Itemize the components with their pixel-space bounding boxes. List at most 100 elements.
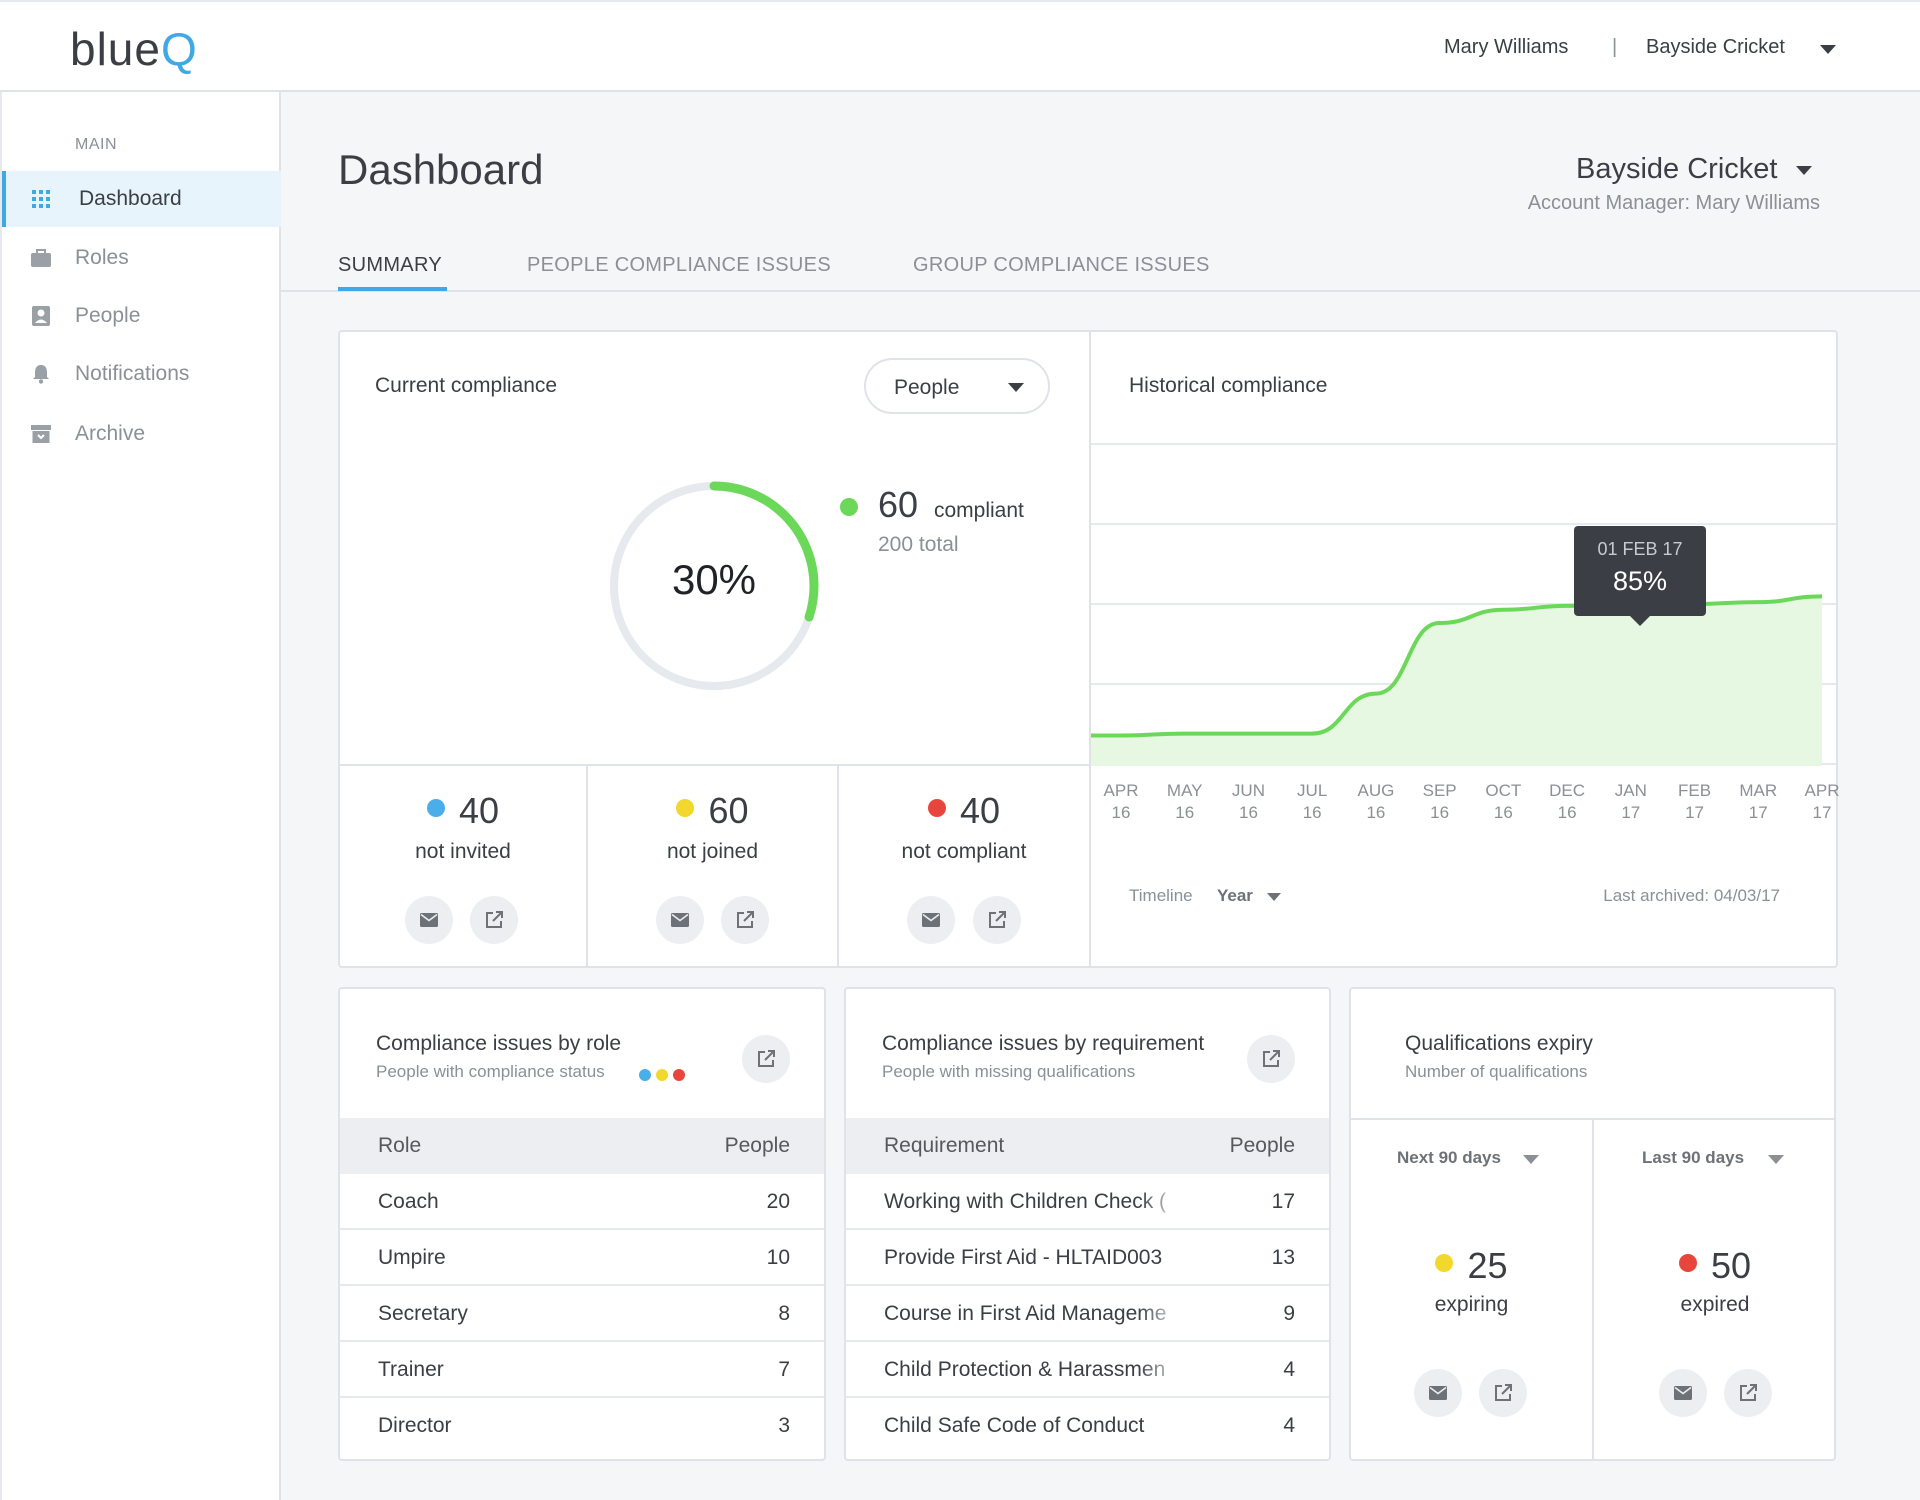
export-button[interactable] [721, 896, 769, 944]
chevron-down-icon[interactable] [1768, 1155, 1784, 1164]
card-subtitle: People with compliance status [376, 1062, 605, 1081]
envelope-icon [671, 913, 689, 927]
export-button[interactable] [1247, 1035, 1295, 1083]
sidebar: MAIN Dashboard Roles People Notification… [0, 92, 281, 1500]
compliance-donut [609, 481, 819, 691]
stat-value: 40 [959, 790, 1001, 831]
card-title: Compliance issues by requirement [882, 1032, 1205, 1055]
row-count: 3 [778, 1414, 790, 1437]
chevron-down-icon[interactable] [1796, 166, 1812, 175]
x-tick-label: OCT 16 [1485, 781, 1522, 822]
export-button[interactable] [973, 896, 1021, 944]
table-row[interactable]: Director 3 [340, 1398, 824, 1454]
x-tick-label: MAR 17 [1739, 781, 1778, 822]
tooltip-date: 01 FEB 17 [1597, 539, 1683, 559]
compliant-count: 60 [878, 484, 919, 525]
sidebar-item-dashboard[interactable]: Dashboard [2, 171, 281, 227]
status-dot [1435, 1254, 1454, 1272]
header-separator: | [1612, 36, 1618, 58]
active-tab-indicator [338, 287, 447, 291]
row-name: Umpire [378, 1246, 446, 1269]
org-switcher[interactable]: Bayside Cricket [1646, 36, 1785, 58]
timeline-dropdown[interactable]: Year [1217, 886, 1253, 905]
historical-chart [1091, 443, 1836, 766]
x-tick-label: FEB 17 [1678, 781, 1712, 822]
table-row[interactable]: Secretary 8 [340, 1286, 824, 1342]
column-header: People [724, 1134, 790, 1157]
export-button[interactable] [742, 1035, 790, 1083]
x-tick-label: JAN 17 [1614, 781, 1647, 822]
table-row[interactable]: Umpire 10 [340, 1230, 824, 1286]
email-button[interactable] [1659, 1369, 1707, 1417]
divider [837, 766, 839, 966]
compliance-percent: 30% [671, 556, 757, 603]
sidebar-item-roles[interactable]: Roles [2, 230, 281, 286]
sidebar-item-people[interactable]: People [2, 288, 281, 344]
table-header: Role People [340, 1118, 824, 1174]
row-name: Director [378, 1414, 452, 1437]
compliance-filter-dropdown[interactable]: People [864, 358, 1050, 414]
export-button[interactable] [470, 896, 518, 944]
tab-people-compliance-issues[interactable]: PEOPLE COMPLIANCE ISSUES [527, 254, 831, 276]
sidebar-item-notifications[interactable]: Notifications [2, 346, 281, 402]
compliant-dot [840, 498, 858, 516]
row-name: Trainer [378, 1358, 444, 1381]
x-tick-label: SEP 16 [1422, 781, 1457, 822]
legend-dot [639, 1069, 651, 1081]
row-name: Child Safe Code of Conduct [884, 1414, 1145, 1437]
sidebar-item-archive[interactable]: Archive [2, 406, 281, 462]
column-header: Requirement [884, 1134, 1005, 1157]
chevron-down-icon[interactable] [1267, 893, 1281, 901]
role-issues-card: Compliance issues by role People with co… [338, 987, 826, 1461]
email-button[interactable] [405, 896, 453, 944]
top-bar: blueQ Mary Williams | Bayside Cricket [0, 0, 1920, 92]
app-logo[interactable]: blueQ [70, 23, 198, 75]
tab-group-compliance-issues[interactable]: GROUP COMPLIANCE ISSUES [913, 254, 1210, 276]
tab-summary[interactable]: SUMMARY [338, 254, 442, 276]
table-row[interactable]: Child Protection & Harassmen 4 [846, 1342, 1329, 1398]
chevron-down-icon[interactable] [1523, 1155, 1539, 1164]
compliant-label: compliant [934, 499, 1024, 522]
period-dropdown[interactable]: Next 90 days [1397, 1148, 1501, 1167]
stat-label: expiring [1434, 1293, 1509, 1316]
stat-label: not invited [415, 840, 511, 863]
legend-dot [673, 1069, 685, 1081]
export-button[interactable] [1479, 1369, 1527, 1417]
user-name[interactable]: Mary Williams [1444, 36, 1569, 58]
table-row[interactable]: Working with Children Check ( 17 [846, 1174, 1329, 1230]
export-button[interactable] [1724, 1369, 1772, 1417]
expiring-stat: 25 expiring [1351, 1245, 1592, 1317]
divider [586, 766, 588, 966]
grid-icon [30, 188, 52, 210]
sidebar-item-label: Archive [75, 422, 146, 445]
donut-progress-arc [609, 481, 819, 691]
table-row[interactable]: Provide First Aid - HLTAID003 13 [846, 1230, 1329, 1286]
table-row[interactable]: Child Safe Code of Conduct 4 [846, 1398, 1329, 1454]
table-row[interactable]: Course in First Aid Manageme 9 [846, 1286, 1329, 1342]
table-row[interactable]: Trainer 7 [340, 1342, 824, 1398]
stat-not-joined: 60 not joined [588, 790, 837, 864]
card-title: Qualifications expiry [1405, 1032, 1593, 1055]
x-tick-label: APR 16 [1103, 781, 1139, 822]
row-name: Working with Children Check ( [884, 1190, 1167, 1213]
email-button[interactable] [907, 896, 955, 944]
stat-value: 25 [1467, 1245, 1508, 1286]
external-link-icon [1495, 1384, 1512, 1401]
stat-not-invited: 40 not invited [340, 790, 586, 864]
period-dropdown[interactable]: Last 90 days [1642, 1148, 1745, 1167]
row-count: 4 [1283, 1414, 1295, 1437]
email-button[interactable] [1414, 1369, 1462, 1417]
org-selector[interactable]: Bayside Cricket [1576, 153, 1778, 185]
table-header: Requirement People [846, 1118, 1329, 1174]
external-link-icon [1263, 1050, 1280, 1067]
table-row[interactable]: Coach 20 [340, 1174, 824, 1230]
row-count: 17 [1271, 1190, 1295, 1213]
external-link-icon [758, 1050, 775, 1067]
x-tick-label: DEC 16 [1549, 781, 1586, 822]
x-tick-label: JUL 16 [1297, 781, 1328, 822]
chevron-down-icon[interactable] [1820, 45, 1836, 54]
email-button[interactable] [656, 896, 704, 944]
bell-icon [30, 363, 52, 385]
stat-value: 60 [708, 790, 749, 831]
stat-value: 40 [458, 790, 500, 831]
